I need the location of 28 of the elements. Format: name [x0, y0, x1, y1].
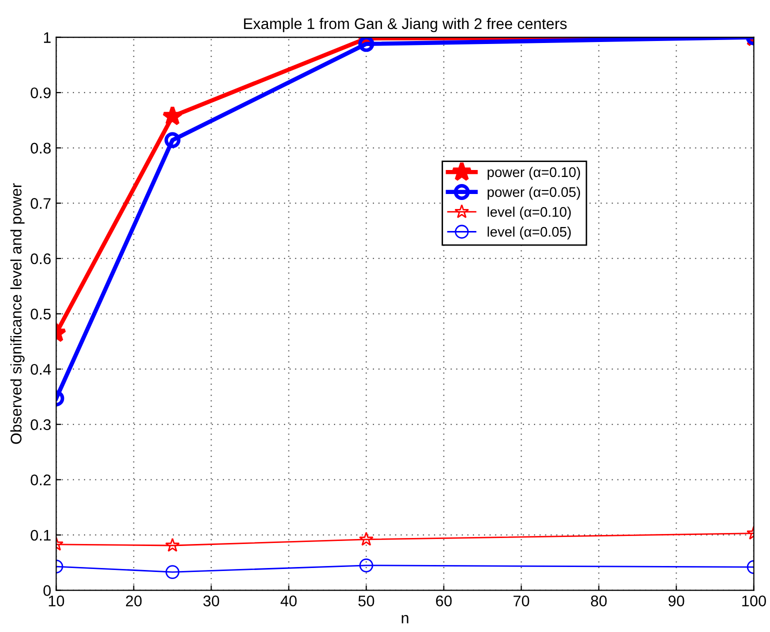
legend-label: power (α=0.05) — [488, 186, 580, 200]
y-tick-label: 0.8 — [30, 142, 51, 154]
x-tick-label: 100 — [742, 596, 766, 606]
legend-label: level (α=0.05) — [488, 226, 571, 240]
y-tick-label: 0.3 — [30, 419, 51, 430]
x-tick-label: 40 — [280, 596, 297, 606]
y-tick-label: 0.7 — [30, 198, 51, 209]
y-tick-label: 1 — [44, 32, 51, 43]
x-tick-label: 20 — [126, 596, 142, 606]
y-tick-label: 0.2 — [30, 474, 51, 486]
x-tick-label: 30 — [203, 596, 220, 606]
y-axis-title: Observed significance level and power — [10, 183, 25, 444]
legend-label: level (α=0.10) — [488, 206, 571, 220]
x-tick-label: 70 — [514, 596, 530, 606]
y-tick-label: 0.4 — [30, 364, 51, 375]
x-axis-title: n — [402, 615, 408, 624]
y-tick-label: 0.1 — [30, 530, 51, 541]
x-tick-label: 90 — [668, 596, 684, 606]
y-tick-label: 0.9 — [30, 87, 51, 98]
x-tick-label: 60 — [436, 596, 452, 606]
y-tick-label: 0.6 — [30, 253, 51, 264]
x-tick-label: 80 — [590, 596, 607, 606]
x-tick-label: 10 — [48, 596, 64, 606]
y-tick-label: 0 — [43, 585, 51, 596]
legend-label: power (α=0.10) — [488, 166, 580, 180]
y-tick-label: 0.5 — [30, 308, 51, 320]
x-tick-label: 50 — [358, 596, 374, 606]
chart-title: Example 1 from Gan & Jiang with 2 free centers — [244, 18, 567, 32]
